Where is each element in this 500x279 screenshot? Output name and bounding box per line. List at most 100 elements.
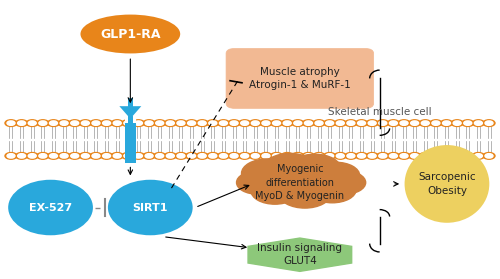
Circle shape [50,121,58,125]
Circle shape [283,154,291,158]
Circle shape [464,121,472,125]
Circle shape [90,120,102,126]
Circle shape [156,154,164,158]
Circle shape [326,154,334,158]
Circle shape [124,121,132,125]
Circle shape [207,120,219,126]
Circle shape [82,121,90,125]
Circle shape [156,121,164,125]
Circle shape [279,179,331,208]
Circle shape [100,153,112,159]
Circle shape [440,120,452,126]
Circle shape [82,154,90,158]
Circle shape [336,154,344,158]
Circle shape [483,120,495,126]
Circle shape [7,121,15,125]
Circle shape [430,120,442,126]
Circle shape [68,153,80,159]
Circle shape [16,120,28,126]
Circle shape [453,121,461,125]
Circle shape [218,153,230,159]
Circle shape [145,154,153,158]
Circle shape [347,121,355,125]
Circle shape [143,153,155,159]
Circle shape [462,120,473,126]
Circle shape [58,120,70,126]
Circle shape [28,121,36,125]
Circle shape [283,121,291,125]
Circle shape [188,121,196,125]
Circle shape [422,154,430,158]
Circle shape [315,154,323,158]
Circle shape [474,121,482,125]
Circle shape [48,153,60,159]
Bar [128,98,133,107]
Circle shape [281,153,293,159]
Circle shape [377,120,389,126]
Ellipse shape [404,145,490,223]
Circle shape [209,121,217,125]
Circle shape [92,121,100,125]
Circle shape [80,120,92,126]
Circle shape [440,153,452,159]
Circle shape [145,121,153,125]
Circle shape [313,153,325,159]
Circle shape [379,121,387,125]
Circle shape [358,121,366,125]
Circle shape [292,153,304,159]
Circle shape [270,153,282,159]
Bar [6,121,494,158]
Circle shape [390,154,398,158]
Text: SIRT1: SIRT1 [132,203,168,213]
Circle shape [39,154,47,158]
Circle shape [111,153,123,159]
Circle shape [60,121,68,125]
Circle shape [462,153,473,159]
Circle shape [18,121,25,125]
Circle shape [252,154,260,158]
Circle shape [26,120,38,126]
Circle shape [368,154,376,158]
Polygon shape [120,106,142,119]
Circle shape [48,120,60,126]
Circle shape [177,154,185,158]
Circle shape [124,154,132,158]
Circle shape [398,120,410,126]
Circle shape [26,153,38,159]
Circle shape [472,120,484,126]
Text: GLP1-RA: GLP1-RA [100,28,160,40]
Circle shape [70,154,78,158]
Circle shape [315,121,323,125]
Circle shape [420,120,432,126]
Circle shape [230,121,238,125]
Circle shape [483,153,495,159]
Circle shape [324,120,336,126]
Circle shape [420,153,432,159]
Circle shape [50,154,58,158]
Circle shape [186,120,198,126]
Circle shape [220,154,228,158]
Circle shape [60,154,68,158]
Circle shape [228,120,240,126]
Circle shape [294,121,302,125]
Circle shape [28,154,36,158]
Circle shape [304,154,312,158]
Circle shape [422,121,430,125]
Circle shape [143,120,155,126]
Ellipse shape [80,15,180,54]
Circle shape [220,121,228,125]
Circle shape [5,153,17,159]
Circle shape [7,154,15,158]
Circle shape [218,120,230,126]
Circle shape [252,121,260,125]
Circle shape [70,121,78,125]
Text: EX-527: EX-527 [29,203,72,213]
Circle shape [442,154,450,158]
Circle shape [390,121,398,125]
Circle shape [289,154,341,183]
Circle shape [198,154,206,158]
FancyBboxPatch shape [226,49,374,109]
Circle shape [345,153,357,159]
Bar [125,116,136,163]
Circle shape [37,120,49,126]
